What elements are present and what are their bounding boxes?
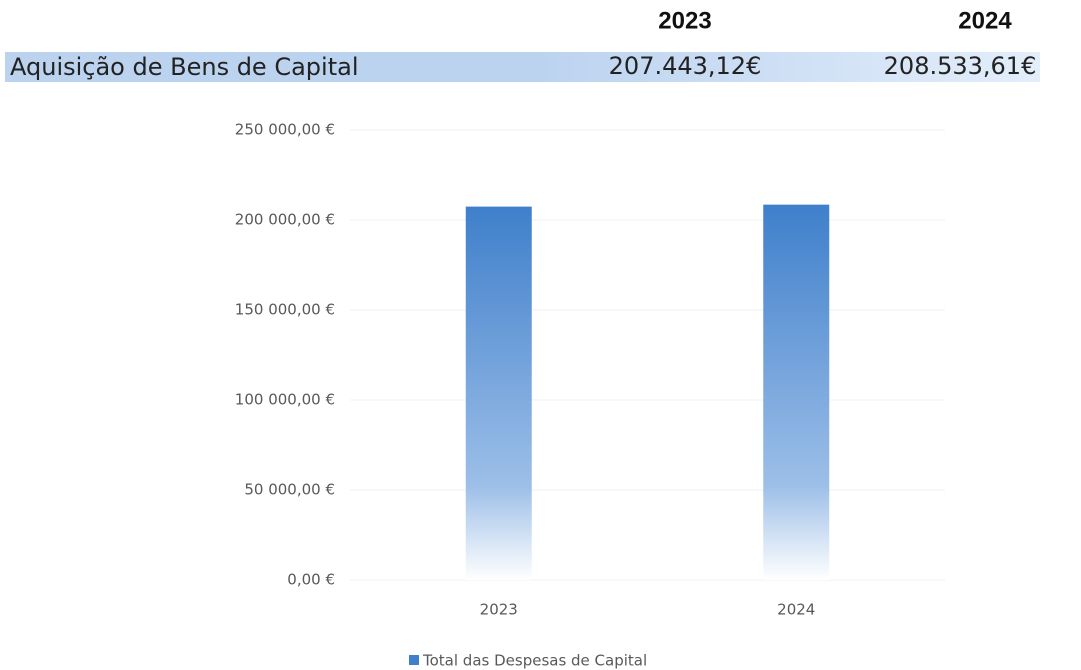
x-tick-label: 2024 [777, 601, 815, 619]
y-tick-label: 0,00 € [287, 571, 335, 589]
y-tick-label: 250 000,00 € [235, 121, 335, 139]
legend-swatch [409, 655, 419, 665]
column-header: 2024 [958, 7, 1012, 34]
legend-label: Total das Despesas de Capital [422, 652, 647, 670]
y-tick-label: 50 000,00 € [244, 481, 335, 499]
row-value: 207.443,12€ [609, 52, 762, 80]
row-label: Aquisição de Bens de Capital [10, 53, 358, 81]
bar [763, 204, 830, 580]
x-tick-label: 2023 [480, 601, 518, 619]
y-tick-label: 200 000,00 € [235, 211, 335, 229]
row-value: 208.533,61€ [884, 52, 1037, 80]
row-band-left [5, 52, 540, 82]
column-header: 2023 [658, 7, 711, 34]
bar [465, 206, 532, 580]
y-tick-label: 100 000,00 € [235, 391, 335, 409]
row-band-right [540, 52, 1040, 82]
y-tick-label: 150 000,00 € [235, 301, 335, 319]
